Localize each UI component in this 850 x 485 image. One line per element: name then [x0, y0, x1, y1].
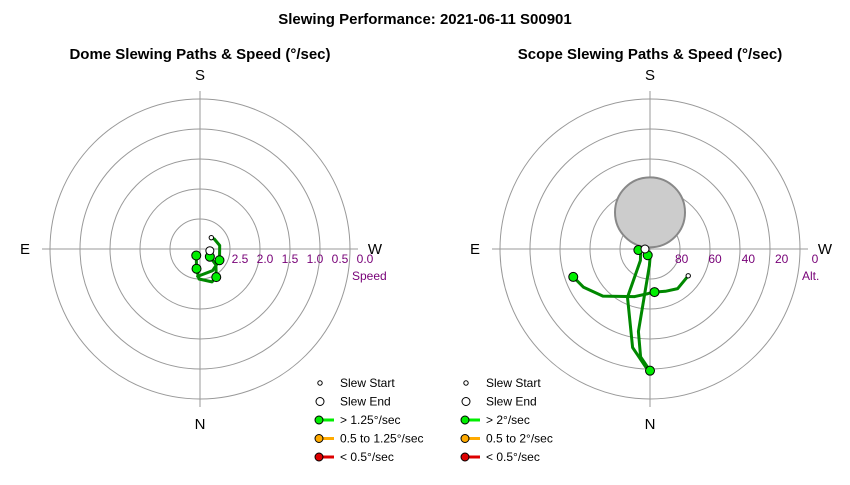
scope-legend-symbol — [460, 452, 470, 462]
dome-legend-start-symbol — [317, 380, 323, 386]
scope-slew-end-marker — [640, 244, 650, 254]
dome-speed-marker — [191, 250, 202, 261]
scope-slew-start-marker — [685, 273, 691, 279]
scope-legend-label: Slew Start — [486, 376, 541, 390]
scope-legend-label: 0.5 to 2°/sec — [486, 432, 553, 446]
dome-compass-top: S — [195, 67, 205, 84]
dome-legend-symbol — [314, 434, 324, 443]
dome-slew-end-marker — [205, 246, 215, 256]
scope-slew-paths — [571, 247, 690, 373]
dome-legend-label: < 0.5°/sec — [340, 450, 394, 464]
dome-radial-tick-label: 0.0 — [357, 252, 374, 266]
scope-radial-tick-label: 0 — [812, 252, 819, 266]
dome-radial-tick-label: 1.0 — [307, 252, 324, 266]
scope-compass-top: S — [645, 67, 655, 84]
dome-compass-bottom: N — [195, 416, 206, 433]
scope-legend-label: < 0.5°/sec — [486, 450, 540, 464]
dome-speed-marker — [191, 263, 202, 274]
scope-compass-right: W — [818, 241, 833, 258]
scope-speed-marker — [649, 287, 660, 298]
dome-slewing-chart: Dome Slewing Paths & Speed (°/sec) S N E… — [20, 46, 424, 464]
dome-radial-tick-label: 2.0 — [257, 252, 274, 266]
dome-compass-left: E — [20, 241, 30, 258]
scope-legend: Slew Start Slew End > 2°/sec 0.5 to 2°/sec <… — [460, 376, 553, 464]
dome-legend-label: 0.5 to 1.25°/sec — [340, 432, 424, 446]
dome-radial-tick-label: 2.5 — [232, 252, 249, 266]
dome-radial-tick-label: 0.5 — [332, 252, 349, 266]
scope-radial-ticks: 80 60 40 20 0 — [675, 252, 819, 266]
dome-radial-ticks: 2.5 2.0 1.5 1.0 0.5 0.0 — [232, 252, 374, 266]
dome-legend-symbol — [314, 415, 324, 425]
dome-legend: Slew Start Slew End > 1.25°/sec 0.5 to 1.25… — [314, 376, 424, 464]
scope-markers — [568, 244, 691, 376]
scope-radial-tick-label: 20 — [775, 252, 789, 266]
dome-slew-start-marker — [208, 234, 215, 241]
scope-legend-end-symbol — [461, 397, 471, 406]
dome-chart-title: Dome Slewing Paths & Speed (°/sec) — [69, 46, 330, 63]
scope-speed-marker — [568, 271, 579, 282]
scope-slew-path — [571, 275, 654, 299]
scope-legend-start-symbol — [463, 380, 469, 386]
dome-radial-tick-label: 1.5 — [282, 252, 299, 266]
dome-legend-label: Slew Start — [340, 376, 395, 390]
dome-speed-marker — [214, 255, 225, 266]
scope-exclusion-zone — [614, 176, 686, 249]
scope-legend-symbol — [460, 434, 470, 443]
dome-compass-right: W — [368, 241, 383, 258]
dome-legend-label: > 1.25°/sec — [340, 413, 401, 427]
scope-radial-tick-label: 40 — [742, 252, 756, 266]
scope-compass-left: E — [470, 241, 480, 258]
scope-radial-axis-label: Alt. — [802, 269, 819, 283]
scope-slewing-chart: Scope Slewing Paths & Speed (°/sec) S N … — [460, 46, 833, 464]
scope-legend-symbol — [460, 415, 470, 425]
scope-speed-marker — [645, 365, 655, 376]
dome-legend-end-symbol — [315, 397, 325, 406]
dome-speed-marker — [211, 272, 222, 283]
dome-markers — [191, 234, 225, 283]
scope-chart-title: Scope Slewing Paths & Speed (°/sec) — [518, 46, 782, 63]
scope-radial-tick-label: 60 — [708, 252, 722, 266]
scope-legend-label: > 2°/sec — [486, 413, 530, 427]
dome-legend-symbol — [314, 452, 324, 462]
scope-radial-tick-label: 80 — [675, 252, 689, 266]
main-title: Slewing Performance: 2021-06-11 S00901 — [278, 11, 572, 28]
dome-legend-label: Slew End — [340, 395, 391, 409]
scope-legend-label: Slew End — [486, 395, 537, 409]
scope-compass-bottom: N — [645, 416, 656, 433]
dome-grid — [42, 91, 358, 407]
scope-grid — [492, 91, 808, 407]
dome-radial-axis-label: Speed — [352, 269, 387, 283]
scope-slew-path — [636, 254, 652, 373]
